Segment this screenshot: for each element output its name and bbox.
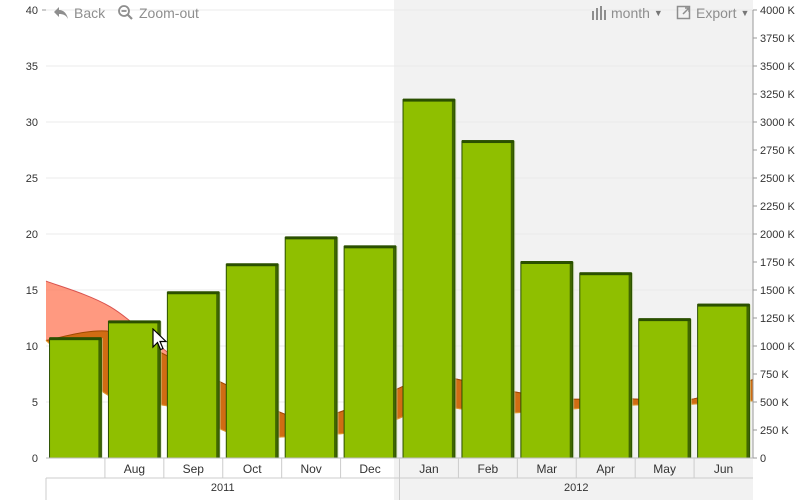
bar-top-edge: [226, 263, 279, 267]
bar-top-edge: [520, 261, 573, 264]
bar-aug[interactable]: [107, 320, 161, 459]
period-dropdown[interactable]: month ▼: [591, 2, 663, 24]
axes: 0 5 10 15 20 25 30 35 40 0 250 K 500 K 750 K 1000 K 12…: [26, 5, 796, 500]
bar-top-edge: [638, 318, 691, 322]
x-tick-label: Feb: [478, 462, 499, 476]
x-tick-label: Nov: [300, 462, 321, 476]
bar-side-edge: [216, 292, 220, 458]
bar-side-edge: [746, 304, 750, 458]
bar-may[interactable]: [638, 318, 692, 459]
y-right-tick-label: 3500 K: [760, 61, 796, 73]
bars[interactable]: [49, 98, 751, 459]
y-right-tick-label: 0: [760, 453, 766, 465]
bar-top-edge: [49, 337, 102, 341]
y-right-tick-label: 2500 K: [760, 173, 796, 185]
zoom-out-label: Zoom-out: [139, 5, 199, 21]
y-right-tick-label: 1750 K: [760, 257, 796, 269]
chevron-down-icon: ▼: [653, 8, 663, 18]
back-label: Back: [74, 5, 106, 21]
bar-side-edge: [157, 321, 161, 458]
bar-top-edge: [285, 236, 338, 240]
x-tick-label: Oct: [243, 462, 262, 476]
bar-top-edge: [344, 245, 396, 249]
bar-top-edge: [108, 320, 161, 324]
y-left-tick-label: 5: [32, 397, 38, 409]
back-button[interactable]: Back: [52, 2, 105, 24]
y-right-tick-label: 1000 K: [760, 341, 796, 353]
period-label: month: [611, 5, 650, 21]
zoom-out-icon: [118, 5, 133, 20]
x-tick-label: Apr: [596, 462, 615, 476]
bar-top-edge: [579, 272, 632, 276]
bar-side-edge: [275, 264, 279, 458]
y-right-tick-label: 1500 K: [760, 285, 796, 297]
bar-nov[interactable]: [284, 236, 338, 459]
bar-side-edge: [334, 237, 338, 458]
y-right-tick-label: 4000 K: [760, 5, 796, 17]
export-icon: [676, 5, 691, 20]
y-left-tick-label: 20: [26, 229, 38, 241]
bar-dec[interactable]: [343, 245, 397, 459]
bar-mar[interactable]: [520, 261, 574, 459]
chevron-down-icon: ▼: [740, 8, 750, 18]
bar-side-edge: [451, 99, 455, 458]
y-left-tick-label: 10: [26, 341, 38, 353]
y-right-tick-label: 3750 K: [760, 33, 796, 45]
y-right-tick-label: 2750 K: [760, 145, 796, 157]
x-tick-label: Sep: [183, 462, 205, 476]
y-right-tick-label: 250 K: [760, 425, 789, 437]
bar-jun[interactable]: [697, 304, 750, 459]
bar-top-edge: [167, 291, 220, 295]
bar-jul[interactable]: [49, 337, 102, 459]
x-tick-label: Aug: [124, 462, 145, 476]
back-icon: [54, 7, 68, 19]
y-left-tick-label: 15: [26, 285, 38, 297]
export-label: Export: [696, 5, 737, 21]
bar-side-edge: [628, 273, 632, 458]
y-right-tick-label: 1250 K: [760, 313, 796, 325]
y-right-tick-label: 3250 K: [760, 89, 796, 101]
export-dropdown[interactable]: Export ▼: [676, 2, 749, 24]
x-tick-label: Jan: [419, 462, 438, 476]
bar-sep[interactable]: [166, 291, 220, 459]
y-left-tick-label: 0: [32, 453, 38, 465]
range-band-2: [46, 330, 753, 438]
zoom-out-button[interactable]: Zoom-out: [117, 2, 199, 24]
bar-feb[interactable]: [461, 140, 515, 459]
bar-jan[interactable]: [402, 99, 456, 459]
bar-side-edge: [569, 262, 573, 458]
y-right-tick-label: 3000 K: [760, 117, 796, 129]
bar-side-edge: [510, 141, 514, 459]
y-left-tick-label: 25: [26, 173, 38, 185]
x-tick-label: Mar: [536, 462, 557, 476]
year-label: 2011: [211, 482, 235, 494]
bar-side-edge: [392, 246, 396, 458]
bar-side-edge: [98, 338, 102, 458]
x-tick-label: May: [653, 462, 676, 476]
year-label: 2012: [564, 482, 588, 494]
bar-apr[interactable]: [579, 272, 633, 459]
y-left-tick-label: 40: [26, 5, 38, 17]
mouse-pointer-icon: [152, 328, 168, 351]
bar-chart-icon: [592, 6, 606, 20]
y-right-tick-label: 2250 K: [760, 201, 796, 213]
y-left-tick-label: 30: [26, 117, 38, 129]
x-tick-label: Dec: [359, 462, 380, 476]
bar-side-edge: [687, 319, 691, 458]
bar-top-edge: [461, 140, 514, 144]
y-left-tick-label: 35: [26, 61, 38, 73]
y-right-tick-label: 500 K: [760, 397, 789, 409]
y-right-tick-label: 750 K: [760, 369, 789, 381]
bar-top-edge: [697, 303, 750, 307]
x-tick-label: Jun: [714, 462, 733, 476]
bar-top-edge: [403, 98, 455, 102]
y-right-tick-label: 2000 K: [760, 229, 796, 241]
bar-oct[interactable]: [225, 263, 279, 459]
